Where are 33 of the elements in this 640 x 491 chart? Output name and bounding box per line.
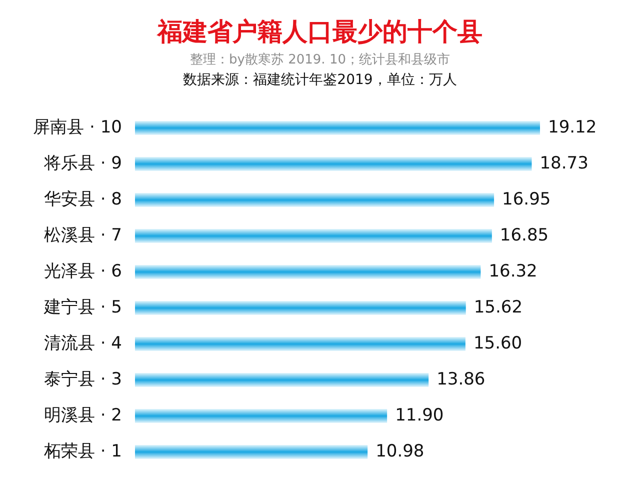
data-label: 11.90 xyxy=(395,406,444,426)
y-tick-label: 清流县 · 4 xyxy=(44,334,122,354)
data-label: 19.12 xyxy=(548,118,597,138)
source-note: 数据来源：福建统计年鉴2019，单位：万人 xyxy=(183,72,457,88)
bar xyxy=(135,121,540,135)
y-tick-label: 明溪县 · 2 xyxy=(44,406,122,426)
bar xyxy=(135,229,492,243)
y-tick-label: 华安县 · 8 xyxy=(44,190,122,210)
data-label: 18.73 xyxy=(540,154,588,174)
chart-subtitle: 整理：by散寒苏 2019. 10；统计县和县级市 xyxy=(190,52,450,68)
data-label: 13.86 xyxy=(436,370,486,390)
y-tick-label: 将乐县 · 9 xyxy=(42,154,122,174)
y-tick-label: 建宁县 · 5 xyxy=(42,298,122,318)
bar xyxy=(135,157,532,171)
chart-title: 福建省户籍人口最少的十个县 xyxy=(156,16,482,46)
data-label: 15.62 xyxy=(474,298,523,318)
y-tick-label: 松溪县 · 7 xyxy=(44,226,122,246)
data-label: 10.98 xyxy=(376,442,424,462)
bar xyxy=(135,445,368,459)
y-tick-label: 泰宁县 · 3 xyxy=(44,370,122,390)
y-tick-label: 屏南县 · 10 xyxy=(33,118,122,138)
y-tick-label: 光泽县 · 6 xyxy=(44,262,122,282)
data-label: 16.32 xyxy=(488,262,538,282)
data-label: 15.60 xyxy=(473,334,522,354)
bar xyxy=(135,373,429,387)
y-tick-label: 柘荣县 · 1 xyxy=(42,442,122,462)
bar xyxy=(135,337,466,351)
bar xyxy=(135,265,481,279)
bar xyxy=(135,409,388,423)
bar xyxy=(135,301,466,315)
bar xyxy=(135,193,494,207)
data-label: 16.95 xyxy=(502,190,551,210)
data-label: 16.85 xyxy=(500,226,549,246)
